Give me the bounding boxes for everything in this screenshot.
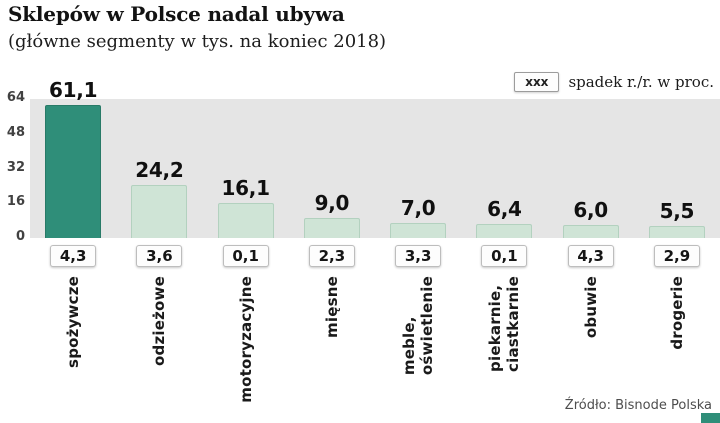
bar-value-label: 5,5 [659, 199, 695, 223]
decline-badge: 3,6 [136, 245, 183, 267]
y-tick-label: 48 [6, 124, 25, 140]
bar [303, 218, 360, 238]
category-label-wrap: mięsne [289, 276, 375, 338]
legend-label: spadek r./r. w proc. [568, 73, 714, 91]
source-credit: Źródło: Bisnode Polska [564, 398, 712, 413]
category-label: spożywcze [64, 276, 83, 368]
decline-badge: 2,9 [653, 245, 700, 267]
category-label: drogerie [667, 276, 686, 350]
category-label: meble, oświetlenie [400, 276, 437, 376]
bar-value-label: 16,1 [221, 176, 270, 200]
bar-value-label: 6,4 [487, 197, 522, 221]
category-label-wrap: drogerie [634, 276, 720, 350]
bar [217, 203, 274, 238]
y-tick-label: 16 [6, 194, 25, 210]
decline-badge: 4,3 [50, 245, 97, 267]
category-label: piekarnie, ciastkarnie [486, 276, 523, 372]
bar [648, 226, 705, 238]
y-tick-label: 64 [6, 90, 25, 105]
decline-badge: 3,3 [395, 245, 442, 267]
y-tick-label: 0 [15, 229, 25, 244]
bar [476, 224, 533, 238]
category-label: mięsne [322, 276, 341, 338]
decline-badge: 0,1 [222, 245, 269, 267]
bar [45, 105, 102, 238]
category-label: motoryzacyjne [236, 276, 255, 403]
bar-value-label: 7,0 [400, 196, 436, 220]
decline-badge: 0,1 [481, 245, 528, 267]
legend: xxx spadek r./r. w proc. [514, 72, 714, 92]
decline-badge: 2,3 [308, 245, 355, 267]
bar [562, 225, 619, 238]
category-label: obuwie [581, 276, 600, 339]
category-label-wrap: odzieżowe [116, 276, 202, 366]
legend-marker-badge: xxx [514, 72, 560, 92]
category-label: odzieżowe [150, 276, 169, 366]
bar-value-label: 6,0 [573, 198, 608, 222]
y-tick-label: 32 [6, 159, 25, 175]
bar-value-label: 24,2 [135, 158, 184, 182]
category-label-wrap: obuwie [548, 276, 634, 338]
page-title: Sklepów w Polsce nadal ubywa [8, 2, 345, 26]
bar [390, 223, 447, 238]
category-label-wrap: spożywcze [30, 276, 116, 368]
brand-accent-square [701, 413, 720, 423]
category-label-wrap: meble, oświetlenie [375, 276, 461, 375]
category-label-wrap: piekarnie, ciastkarnie [461, 276, 547, 372]
bar [131, 185, 188, 238]
category-label-wrap: motoryzacyjne [203, 276, 289, 403]
bar-value-label: 9,0 [314, 191, 350, 215]
bar-value-label: 61,1 [49, 78, 98, 102]
page-subtitle: (główne segmenty w tys. na koniec 2018) [8, 31, 387, 52]
decline-badge: 4,3 [567, 245, 614, 267]
